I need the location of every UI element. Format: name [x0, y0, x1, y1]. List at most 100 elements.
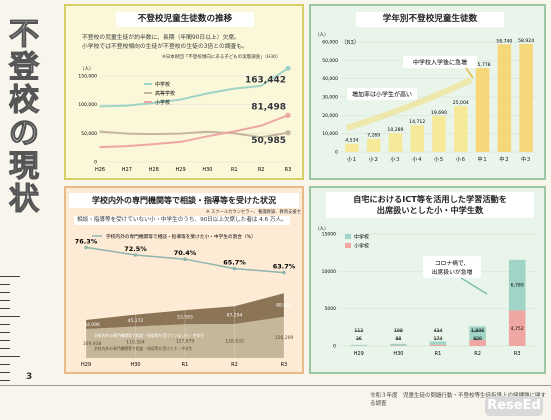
data-point: [179, 141, 182, 143]
y-tick-label: 5000: [325, 306, 337, 312]
data-point: [179, 132, 182, 135]
area-chart-consultation: 学校内外の専門機関等で相談・指導等を受けた小・中学生の割合（%） 76.3% 72.…: [75, 233, 296, 368]
title-char: 状: [8, 182, 39, 217]
panel-title-line: 自宅におけるICT等を活用した学習活動を: [353, 194, 507, 204]
bar-value-label: 7,269: [367, 133, 380, 139]
percent-point: [133, 253, 138, 257]
y-tick-label: 20,000: [322, 113, 338, 119]
x-tick-label: H30: [202, 167, 212, 173]
bar-junior-high: [350, 344, 368, 346]
x-tick-label: H28: [149, 167, 159, 173]
data-point: [99, 130, 101, 133]
bar: [454, 106, 468, 152]
series-line: [99, 130, 289, 139]
ruler-major-ticks: [0, 276, 20, 386]
page-footer-line: [0, 385, 551, 386]
bar-value-label: 36: [356, 336, 362, 342]
x-tick-label: R2: [258, 167, 265, 173]
callout-text: 出席扱いが急増: [432, 268, 473, 276]
data-point: [233, 87, 236, 90]
legend-swatch: [345, 243, 351, 248]
data-point: [260, 136, 263, 139]
bar-value-label: 4,534: [345, 138, 358, 144]
y-tick-label: 60,000: [322, 40, 338, 46]
bar-value-label: 174: [434, 336, 443, 342]
area-value-label: 156,209: [275, 335, 294, 341]
callout-box: [347, 88, 417, 100]
x-tick-label: H29: [81, 362, 91, 368]
y-tick-label: 0: [335, 150, 338, 156]
bar-value-label: 10,289: [387, 127, 403, 133]
data-point: [233, 132, 236, 135]
callout-box: [423, 256, 481, 278]
area-value-label: 34,096: [84, 322, 100, 328]
x-tick-label: H29: [176, 167, 186, 173]
callout-arrow: [465, 67, 474, 79]
data-point: [260, 84, 263, 87]
title-char: の: [8, 116, 39, 151]
callout-text: 中学校入学後に急増: [413, 59, 467, 67]
x-tick-label: H27: [122, 167, 132, 173]
bar-value-label: 58,924: [518, 38, 534, 44]
data-point: [206, 92, 209, 95]
data-point: [99, 146, 101, 149]
bar-elementary: [429, 344, 447, 346]
percent-label: 65.7%: [223, 259, 246, 267]
y-axis-unit: （人）: [315, 32, 329, 38]
x-tick-label: R2: [231, 362, 238, 368]
bar-elementary: [390, 345, 407, 346]
year-label: （R3）: [341, 39, 359, 46]
percent-point: [282, 270, 286, 275]
area-value-label: 127,679: [176, 339, 195, 345]
x-tick-label: H30: [130, 362, 140, 368]
data-point: [152, 101, 155, 104]
source-note: 令和３年度 児童生徒の問題行動・不登校等生徒指導上の諸課題に関する調査: [370, 393, 547, 407]
x-tick-label: 小６: [456, 156, 466, 163]
data-point: [125, 145, 128, 148]
area-value-label: 45,172: [128, 318, 144, 324]
percent-point: [183, 257, 187, 261]
y-tick-label: 100,000: [78, 102, 97, 108]
callout-text: 増加率は小学生が高い: [352, 91, 412, 99]
data-point: [285, 65, 291, 71]
x-tick-label: R1: [182, 362, 189, 368]
data-point: [125, 104, 128, 107]
trend-arrow: [346, 77, 473, 131]
panel-nonattendance-trend: 不登校児童生徒数の推移 不登校の児童生徒が約半数に、長期（年間90日以上）欠席。…: [64, 4, 304, 180]
data-point: [206, 135, 209, 138]
panel-ict-attendance: 自宅におけるICT等を活用した学習活動を 出席扱いとした小・中学生数 （人） 15…: [309, 186, 546, 374]
page-vertical-title: 不 登 校 の 現 状: [6, 17, 42, 217]
bar-elementary: [508, 310, 526, 346]
data-point: [99, 105, 101, 108]
x-tick-label: 小４: [412, 156, 422, 163]
legend-swatch: [345, 234, 351, 239]
bar-junior-high: [508, 259, 526, 311]
title-char: 校: [8, 83, 39, 118]
bar: [519, 43, 533, 152]
callout-box: [403, 56, 477, 68]
bar: [410, 125, 424, 152]
x-tick-label: H29: [354, 351, 364, 357]
legend-label: 小学校: [155, 99, 170, 106]
data-point: [206, 130, 209, 133]
data-point: [285, 112, 291, 118]
legend-label: 高等学校: [155, 90, 175, 97]
y-tick-label: 50,000: [81, 131, 97, 137]
area-value-label: 128,833: [225, 338, 244, 344]
data-point: [125, 132, 128, 135]
panel-grade-breakdown: 学年別不登校児童生徒数 （人） （R3） 60,000 50,000 40,000 30,…: [309, 4, 546, 180]
data-point: [285, 130, 291, 136]
x-tick-label: R3: [285, 167, 292, 173]
band-label: 学校内外の専門機関等で相談・指導等を受けていない小・中学生: [94, 333, 204, 338]
x-tick-label: R2: [474, 351, 481, 357]
data-point: [233, 130, 236, 133]
percent-label: 70.4%: [174, 249, 197, 257]
bar-value-label: 1,806: [471, 328, 484, 334]
panel-description: 小学校では不登校傾向の生徒が不登校の生徒の3倍との調査も。: [82, 44, 248, 50]
x-tick-label: H30: [393, 351, 403, 357]
y-tick-label: 0: [94, 160, 97, 166]
panel-consultation-status: 学校内外の専門機関等で相談・指導等を受けた状況 ※ スクールカウンセラー、養護教…: [64, 186, 304, 374]
area-value-label: 119,354: [126, 340, 145, 346]
x-tick-label: R1: [231, 167, 238, 173]
series-line: [99, 67, 289, 108]
